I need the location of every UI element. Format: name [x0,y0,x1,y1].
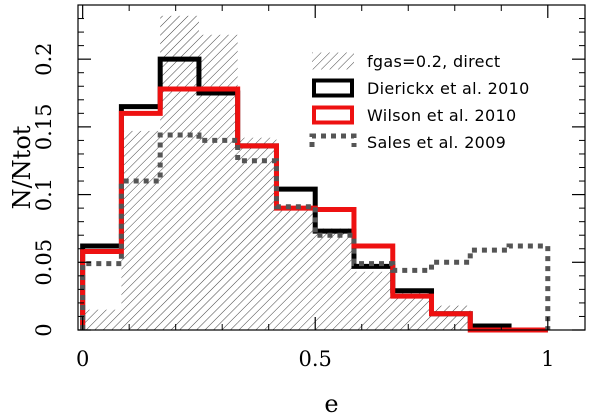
x-axis-label: e [324,390,338,418]
hatched-bin [353,271,393,330]
x-tick-label: 0.5 [299,347,332,371]
series-sales-et-al-2009 [80,132,551,330]
hatched-bin [431,305,471,330]
legend-swatch-dotted [309,133,357,147]
y-tick-label: 0.1 [32,178,56,211]
y-tick-label: 0 [32,323,56,336]
y-axis-label: N/Ntot [8,125,36,209]
hatched-bin [237,137,277,330]
legend-label: Sales et al. 2009 [367,133,506,152]
legend-label: Dierickx et al. 2010 [367,79,530,98]
hatched-bin [315,228,354,330]
legend: fgas=0.2, direct Dierickx et al. 2010 Wils… [309,52,530,152]
hatched-bin [198,34,238,331]
ticks-layer: 0 0.5 1 0 0.05 0.1 0.15 0.2 [32,5,585,371]
legend-label: Wilson et al. 2010 [367,106,516,125]
hatched-bin [160,15,199,330]
legend-entry: Wilson et al. 2010 [312,105,516,125]
legend-swatch-black [312,78,354,98]
plot-layer [80,15,551,333]
legend-swatch-red [312,105,354,125]
hatched-bin [276,208,316,330]
legend-swatch-hatched [312,52,354,70]
legend-entry: fgas=0.2, direct [312,52,501,71]
legend-label: fgas=0.2, direct [367,52,501,71]
x-tick-label: 0 [76,347,89,371]
hatched-bin [121,130,161,330]
legend-entry: Dierickx et al. 2010 [312,78,530,98]
y-tick-label: 0.05 [32,239,56,286]
y-tick-label: 0.2 [32,42,56,75]
x-tick-label: 1 [541,347,554,371]
legend-entry: Sales et al. 2009 [309,133,506,152]
hatched-bin [82,309,122,330]
y-tick-label: 0.15 [32,103,56,150]
